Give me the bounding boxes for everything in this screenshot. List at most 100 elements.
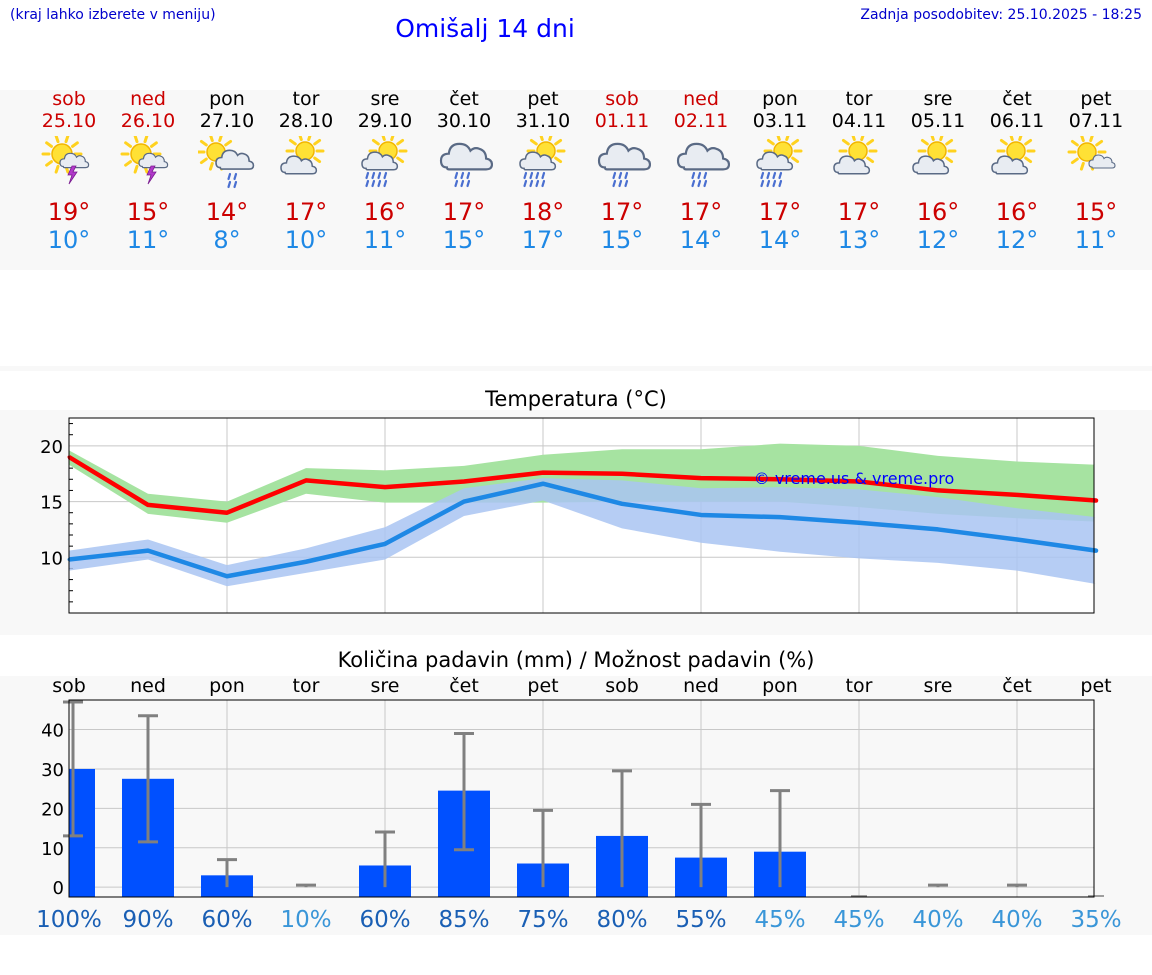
min-temperature-point bbox=[462, 500, 466, 504]
y-tick-label: 40 bbox=[41, 721, 64, 742]
precipitation-error-bar bbox=[1007, 883, 1027, 888]
precipitation-probability: 45% bbox=[833, 907, 884, 933]
x-category-label: pon bbox=[762, 675, 798, 697]
max-temperature-point bbox=[1015, 493, 1019, 497]
last-updated: Zadnja posodobitev: 25.10.2025 - 18:25 bbox=[860, 7, 1142, 23]
sun-cloud-heavy-rain-icon bbox=[519, 136, 566, 188]
min-temperature: 15° bbox=[600, 226, 644, 254]
max-temperature-point bbox=[304, 478, 308, 482]
day-name: tor bbox=[292, 88, 320, 110]
max-temperature: 17° bbox=[284, 198, 328, 226]
min-temperature: 11° bbox=[126, 226, 170, 254]
sun-cloud-icon bbox=[833, 136, 878, 175]
max-temperature: 15° bbox=[126, 198, 170, 226]
max-temperature-point bbox=[383, 485, 387, 489]
precipitation-probability: 60% bbox=[359, 907, 410, 933]
min-temperature-point bbox=[225, 574, 229, 578]
sun-cloud-icon bbox=[912, 136, 957, 175]
day-date: 03.11 bbox=[752, 110, 808, 132]
day-name: ned bbox=[130, 88, 166, 110]
cloud-rain-icon bbox=[676, 142, 730, 188]
daily-forecast-row: sob 25.10 19° 10° ned 26.10 15° 11° pon 27.10 14° 8… bbox=[0, 88, 1152, 270]
x-category-label: sob bbox=[605, 675, 639, 697]
day-name: pet bbox=[1080, 88, 1112, 110]
precipitation-probability: 35% bbox=[1070, 907, 1121, 933]
day-name: čet bbox=[1002, 88, 1032, 110]
x-category-label: sre bbox=[924, 675, 953, 697]
precipitation-chart-title: Količina padavin (mm) / Možnost padavin … bbox=[337, 648, 815, 672]
min-temperature-point bbox=[936, 527, 940, 531]
x-category-label: čet bbox=[1002, 675, 1032, 697]
precipitation-probability: 10% bbox=[280, 907, 331, 933]
day-name: čet bbox=[449, 88, 479, 110]
y-tick-label: 10 bbox=[40, 548, 63, 569]
day-name: sob bbox=[605, 88, 639, 110]
sun-cloud-heavy-rain-icon bbox=[361, 136, 408, 188]
watermark: © vreme.us & vreme.pro bbox=[754, 469, 955, 488]
precipitation-error-bar bbox=[454, 731, 474, 852]
precipitation-error-bar bbox=[533, 808, 553, 888]
sun-cloud-thunder-icon bbox=[41, 136, 90, 185]
precipitation-probability: 85% bbox=[438, 907, 489, 933]
max-temperature-point bbox=[778, 477, 782, 481]
plot-area bbox=[69, 700, 1094, 897]
precipitation-error-bar bbox=[691, 802, 711, 888]
day-date: 07.11 bbox=[1068, 110, 1124, 132]
min-temperature-point bbox=[383, 542, 387, 546]
max-temperature-point bbox=[462, 480, 466, 484]
cloud-rain-icon bbox=[439, 142, 493, 188]
day-date: 01.11 bbox=[594, 110, 650, 132]
day-date: 29.10 bbox=[357, 110, 413, 132]
sun-cloud-rain-icon bbox=[198, 136, 255, 189]
min-temperature-point bbox=[1015, 537, 1019, 541]
y-tick-label: 20 bbox=[41, 799, 64, 820]
max-temperature: 16° bbox=[363, 198, 407, 226]
min-temperature: 13° bbox=[837, 226, 881, 254]
day-date: 02.11 bbox=[673, 110, 729, 132]
x-category-label: čet bbox=[449, 675, 479, 697]
location-hint[interactable]: (kraj lahko izberete v meniju) bbox=[10, 7, 216, 23]
plot-frame bbox=[68, 417, 1095, 614]
precipitation-probability: 90% bbox=[122, 907, 173, 933]
min-temperature-point bbox=[778, 515, 782, 519]
x-category-label: pon bbox=[209, 675, 245, 697]
day-date: 04.11 bbox=[831, 110, 887, 132]
precipitation-probability: 40% bbox=[912, 907, 963, 933]
x-category-label: ned bbox=[130, 675, 166, 697]
max-temperature: 18° bbox=[521, 198, 565, 226]
precipitation-error-bar bbox=[296, 883, 316, 888]
min-temperature-point bbox=[304, 560, 308, 564]
y-tick-label: 0 bbox=[53, 878, 64, 899]
max-temperature-point bbox=[699, 476, 703, 480]
plot-frame bbox=[68, 699, 1095, 898]
x-category-label: pet bbox=[527, 675, 558, 697]
precipitation-probability: 100% bbox=[36, 907, 102, 933]
precipitation-error-bar bbox=[612, 769, 632, 888]
max-temperature-point bbox=[146, 503, 150, 507]
min-temperature-point bbox=[541, 482, 545, 486]
min-temperature: 8° bbox=[213, 226, 241, 254]
day-name: tor bbox=[845, 88, 873, 110]
sun-cloud-thunder-icon bbox=[120, 136, 169, 185]
max-temperature-point bbox=[620, 472, 624, 476]
sun-cloud-heavy-rain-icon bbox=[756, 136, 803, 188]
max-temperature: 17° bbox=[442, 198, 486, 226]
max-temperature-point bbox=[541, 471, 545, 475]
y-tick-label: 15 bbox=[40, 493, 63, 514]
day-date: 30.10 bbox=[436, 110, 492, 132]
day-name: pon bbox=[762, 88, 798, 110]
x-category-label: ned bbox=[683, 675, 719, 697]
max-temperature: 15° bbox=[1074, 198, 1118, 226]
x-category-label: sre bbox=[371, 675, 400, 697]
min-temperature: 12° bbox=[916, 226, 960, 254]
precipitation-probability: 45% bbox=[754, 907, 805, 933]
max-temperature: 16° bbox=[995, 198, 1039, 226]
min-temperature: 11° bbox=[363, 226, 407, 254]
day-date: 05.11 bbox=[910, 110, 966, 132]
day-name: ned bbox=[683, 88, 719, 110]
daily-forecast-panel bbox=[0, 90, 1152, 270]
max-temperature-point bbox=[857, 480, 861, 484]
max-temperature: 17° bbox=[837, 198, 881, 226]
max-temperature: 17° bbox=[758, 198, 802, 226]
min-temperature: 10° bbox=[47, 226, 91, 254]
